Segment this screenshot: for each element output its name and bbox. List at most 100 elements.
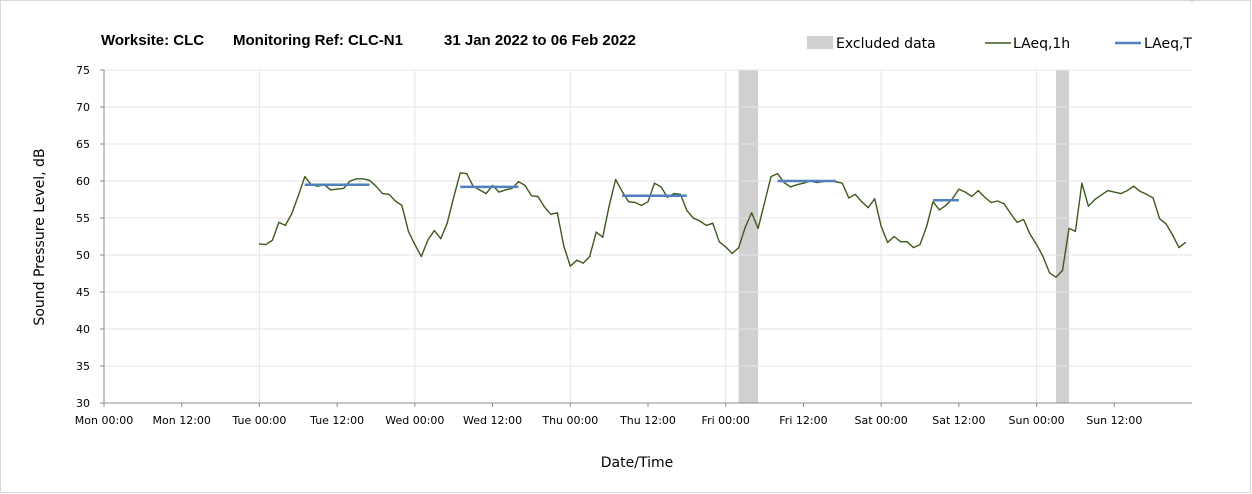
y-tick-label-35: 35 (76, 360, 90, 373)
data-point-laeq-1h (945, 204, 947, 207)
data-point-laeq-1h (343, 187, 345, 189)
x-tick-label-5: Wed 12:00 (463, 414, 522, 427)
data-point-laeq-1h (925, 226, 928, 228)
x-tick-label-8: Fri 00:00 (702, 414, 750, 427)
data-point-laeq-1h (297, 195, 299, 197)
data-point-laeq-1h (1126, 190, 1128, 192)
chart-title-worksite: Worksite: CLC (101, 32, 204, 49)
data-point-laeq-1h (712, 222, 714, 224)
data-point-laeq-1h (731, 252, 733, 255)
data-point-laeq-1h (848, 197, 850, 199)
series-line-laeq-1h (259, 172, 1186, 278)
data-point-laeq-1h (291, 212, 293, 215)
x-tick-label-9: Fri 12:00 (779, 414, 827, 427)
data-point-laeq-1h (304, 175, 306, 178)
data-point-laeq-1h (751, 212, 753, 214)
legend-laeqt-label: LAeq,T (1144, 36, 1192, 52)
data-point-laeq-1h (479, 189, 481, 191)
data-point-laeq-1h (556, 212, 558, 214)
data-point-laeq-1h (284, 224, 286, 226)
data-point-laeq-1h (789, 186, 792, 188)
chart-title-monitoring-ref: Monitoring Ref: CLC-N1 (233, 32, 403, 49)
x-tick-label-4: Wed 00:00 (385, 414, 444, 427)
grid-layer (104, 69, 1192, 403)
data-point-laeq-1h (330, 189, 332, 191)
data-point-laeq-1h (381, 192, 384, 195)
data-point-laeq-1h (1165, 223, 1167, 225)
y-tick-label-75: 75 (76, 64, 90, 77)
data-point-laeq-1h (602, 236, 604, 238)
data-point-laeq-1h (686, 210, 688, 212)
data-point-laeq-1h (362, 178, 364, 180)
legend-excluded-swatch (807, 36, 833, 49)
data-point-laeq-1h (919, 244, 921, 246)
data-point-laeq-1h (912, 247, 915, 249)
data-point-laeq-1h (997, 200, 999, 202)
data-point-laeq-1h (550, 213, 552, 215)
y-axis-title: Sound Pressure Level, dB (32, 148, 48, 325)
x-tick-label-11: Sat 12:00 (932, 414, 985, 427)
data-point-laeq-1h (634, 201, 636, 204)
data-point-laeq-1h (899, 241, 902, 243)
data-point-laeq-1h (887, 241, 889, 244)
data-point-laeq-1h (589, 255, 591, 258)
data-point-laeq-1h (757, 227, 759, 229)
excluded-band-0 (738, 70, 759, 403)
data-point-laeq-1h (1010, 212, 1012, 215)
data-point-laeq-1h (355, 178, 358, 180)
data-point-laeq-1h (504, 189, 507, 191)
data-point-laeq-1h (647, 201, 649, 203)
data-point-laeq-1h (615, 178, 617, 181)
data-point-laeq-1h (530, 195, 533, 197)
data-point-laeq-1h (258, 243, 261, 245)
data-point-laeq-1h (608, 205, 610, 207)
data-point-laeq-1h (938, 209, 941, 211)
data-point-laeq-1h (984, 196, 986, 198)
data-point-laeq-1h (627, 201, 630, 203)
data-point-laeq-1h (1120, 192, 1122, 195)
legend: Excluded data LAeq,1h LAeq,T (807, 36, 1192, 52)
data-point-laeq-1h (964, 191, 966, 193)
data-point-laeq-1h (1087, 205, 1089, 207)
data-point-laeq-1h (653, 182, 656, 184)
data-point-laeq-1h (440, 238, 442, 240)
data-point-laeq-1h (271, 239, 273, 241)
x-tick-label-7: Thu 12:00 (619, 414, 676, 427)
chart-title-date-range: 31 Jan 2022 to 06 Feb 2022 (444, 32, 636, 49)
y-tick-label-65: 65 (76, 138, 90, 151)
data-point-laeq-1h (1094, 198, 1096, 201)
data-point-laeq-1h (725, 246, 727, 248)
data-point-laeq-1h (621, 190, 623, 192)
y-tick-label-45: 45 (76, 286, 90, 299)
data-point-laeq-1h (718, 241, 720, 243)
data-point-laeq-1h (517, 181, 520, 183)
x-tick-label-13: Sun 12:00 (1086, 414, 1142, 427)
data-point-laeq-1h (893, 235, 895, 238)
y-tick-label-30: 30 (76, 397, 90, 410)
y-tick-label-70: 70 (76, 101, 90, 114)
data-point-laeq-1h (582, 262, 584, 264)
data-point-laeq-1h (796, 184, 798, 186)
data-point-laeq-1h (433, 229, 435, 232)
data-point-laeq-1h (446, 222, 448, 224)
data-point-laeq-1h (977, 190, 979, 192)
data-point-laeq-1h (958, 188, 960, 190)
data-point-laeq-1h (776, 173, 779, 175)
data-point-laeq-1h (1191, 1, 1193, 2)
data-point-laeq-1h (537, 195, 539, 198)
data-point-laeq-1h (394, 200, 397, 202)
data-point-laeq-1h (349, 180, 351, 182)
data-point-laeq-1h (1146, 193, 1148, 195)
data-point-laeq-1h (1061, 269, 1064, 272)
data-point-laeq-1h (1055, 276, 1057, 278)
data-point-laeq-1h (414, 244, 416, 246)
data-point-laeq-1h (692, 217, 694, 219)
data-point-laeq-1h (1081, 182, 1083, 184)
y-tick-label-55: 55 (76, 212, 90, 225)
data-point-laeq-1h (906, 241, 908, 243)
y-tick-label-60: 60 (76, 175, 90, 188)
data-point-laeq-1h (802, 182, 805, 184)
data-point-laeq-1h (466, 173, 468, 175)
data-point-laeq-1h (576, 259, 578, 261)
